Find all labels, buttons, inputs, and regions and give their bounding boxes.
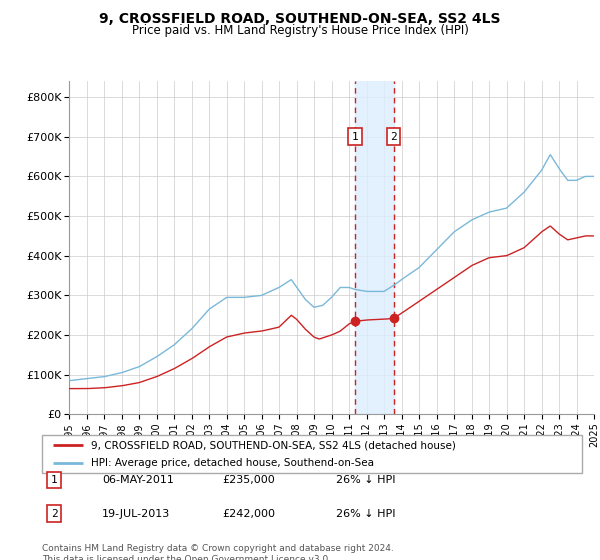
Text: 1: 1 bbox=[50, 475, 58, 485]
Text: £235,000: £235,000 bbox=[222, 475, 275, 485]
Text: 2: 2 bbox=[50, 508, 58, 519]
Text: 26% ↓ HPI: 26% ↓ HPI bbox=[336, 508, 395, 519]
Bar bbox=[355, 81, 394, 414]
Text: 1: 1 bbox=[352, 132, 359, 142]
Text: 2: 2 bbox=[390, 132, 397, 142]
Text: 06-MAY-2011: 06-MAY-2011 bbox=[102, 475, 174, 485]
Text: HPI: Average price, detached house, Southend-on-Sea: HPI: Average price, detached house, Sout… bbox=[91, 458, 374, 468]
FancyBboxPatch shape bbox=[42, 435, 582, 473]
Text: 26% ↓ HPI: 26% ↓ HPI bbox=[336, 475, 395, 485]
Text: 9, CROSSFIELD ROAD, SOUTHEND-ON-SEA, SS2 4LS (detached house): 9, CROSSFIELD ROAD, SOUTHEND-ON-SEA, SS2… bbox=[91, 440, 455, 450]
Text: 9, CROSSFIELD ROAD, SOUTHEND-ON-SEA, SS2 4LS: 9, CROSSFIELD ROAD, SOUTHEND-ON-SEA, SS2… bbox=[99, 12, 501, 26]
Text: Price paid vs. HM Land Registry's House Price Index (HPI): Price paid vs. HM Land Registry's House … bbox=[131, 24, 469, 37]
Text: Contains HM Land Registry data © Crown copyright and database right 2024.
This d: Contains HM Land Registry data © Crown c… bbox=[42, 544, 394, 560]
Text: £242,000: £242,000 bbox=[222, 508, 275, 519]
Text: 19-JUL-2013: 19-JUL-2013 bbox=[102, 508, 170, 519]
